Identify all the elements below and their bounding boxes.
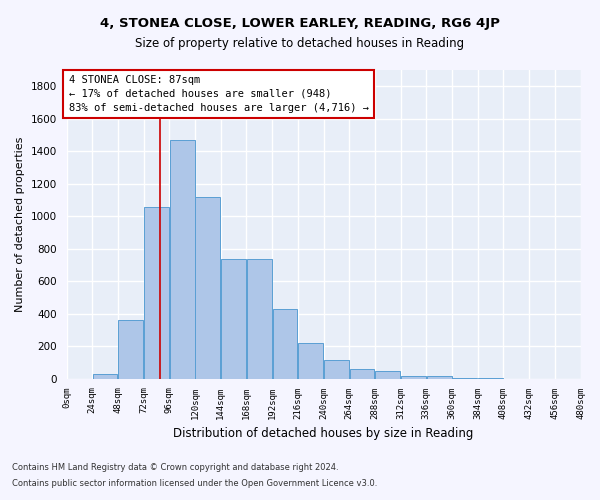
Bar <box>170 140 194 379</box>
Text: 4 STONEA CLOSE: 87sqm
← 17% of detached houses are smaller (948)
83% of semi-det: 4 STONEA CLOSE: 87sqm ← 17% of detached … <box>68 75 368 113</box>
Bar <box>118 320 143 379</box>
Bar <box>144 206 169 379</box>
Bar <box>401 376 426 379</box>
Text: Size of property relative to detached houses in Reading: Size of property relative to detached ho… <box>136 38 464 51</box>
Bar <box>298 343 323 379</box>
Bar <box>196 197 220 379</box>
Bar <box>427 376 452 379</box>
Bar <box>272 309 298 379</box>
Bar <box>324 360 349 379</box>
Text: 4, STONEA CLOSE, LOWER EARLEY, READING, RG6 4JP: 4, STONEA CLOSE, LOWER EARLEY, READING, … <box>100 18 500 30</box>
Bar <box>247 258 272 379</box>
Text: Contains HM Land Registry data © Crown copyright and database right 2024.: Contains HM Land Registry data © Crown c… <box>12 464 338 472</box>
Text: Contains public sector information licensed under the Open Government Licence v3: Contains public sector information licen… <box>12 478 377 488</box>
Bar <box>452 378 477 379</box>
Bar <box>350 369 374 379</box>
Y-axis label: Number of detached properties: Number of detached properties <box>15 136 25 312</box>
Bar <box>221 258 246 379</box>
Bar <box>92 374 118 379</box>
Bar <box>376 370 400 379</box>
X-axis label: Distribution of detached houses by size in Reading: Distribution of detached houses by size … <box>173 427 474 440</box>
